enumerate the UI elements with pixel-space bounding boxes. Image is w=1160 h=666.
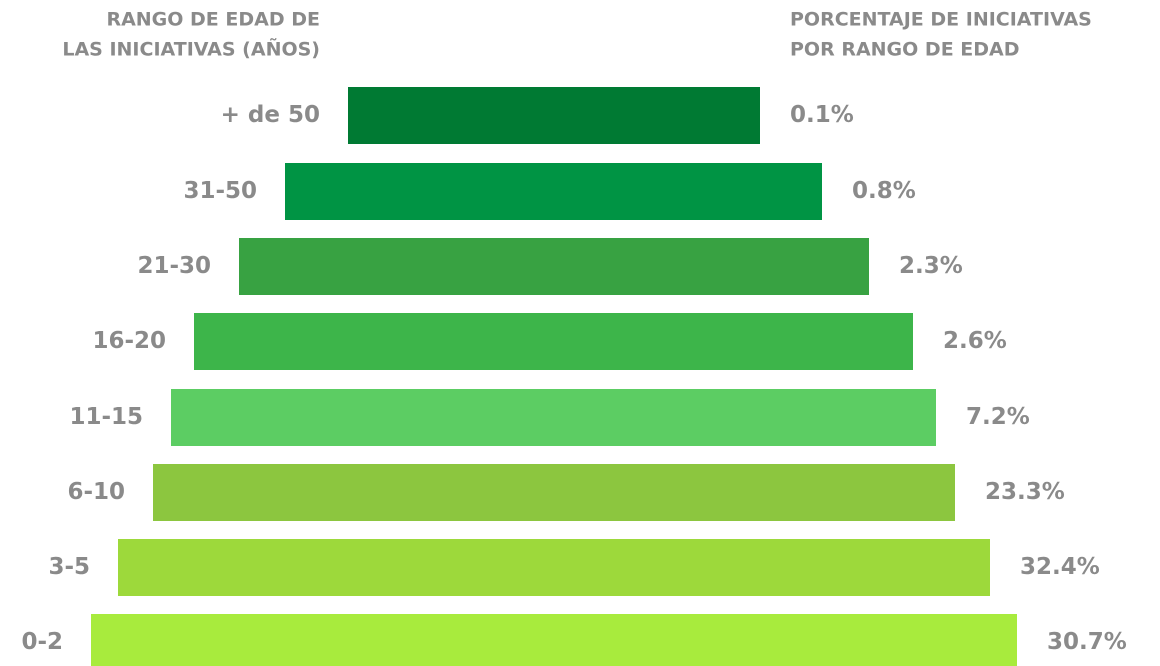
category-label: 31-50 [183, 178, 257, 204]
value-label: 7.2% [966, 404, 1030, 430]
value-label: 0.8% [852, 178, 916, 204]
header-right: POR RANGO DE EDAD [790, 39, 1020, 61]
header-left: RANGO DE EDAD DE [106, 9, 320, 31]
bar [153, 464, 955, 521]
bar [348, 87, 760, 144]
category-label: 16-20 [92, 328, 166, 354]
category-label: 11-15 [69, 404, 143, 430]
bar [118, 539, 990, 596]
value-label: 0.1% [790, 102, 854, 128]
category-label: 6-10 [67, 479, 125, 505]
header-right: PORCENTAJE DE INICIATIVAS [790, 9, 1092, 31]
value-label: 23.3% [985, 479, 1065, 505]
value-label: 2.6% [943, 328, 1007, 354]
category-label: 21-30 [137, 253, 211, 279]
value-label: 2.3% [899, 253, 963, 279]
header-left: LAS INICIATIVAS (AÑOS) [62, 37, 320, 61]
category-label: 3-5 [48, 554, 90, 580]
bar [91, 614, 1017, 666]
value-label: 30.7% [1047, 629, 1127, 655]
category-label: + de 50 [221, 102, 320, 128]
bar [194, 313, 913, 370]
category-label: 0-2 [21, 629, 63, 655]
bar [171, 389, 936, 446]
bar [239, 238, 869, 295]
bar [285, 163, 822, 220]
value-label: 32.4% [1020, 554, 1100, 580]
